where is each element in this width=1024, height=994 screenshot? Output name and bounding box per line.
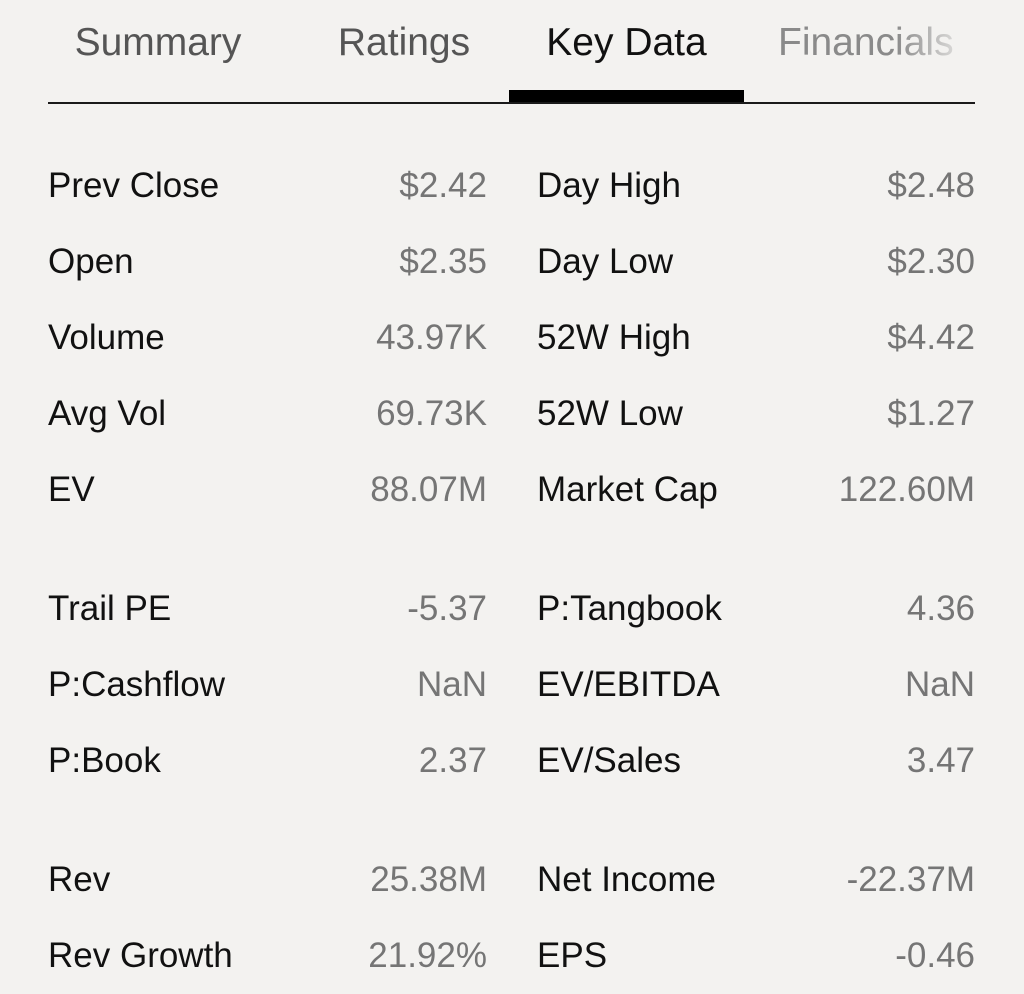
metric-label: EV/EBITDA <box>537 665 720 704</box>
metric-value: $4.42 <box>887 318 975 357</box>
metric-label: Open <box>48 242 134 281</box>
metric-ev: EV 88.07M <box>48 452 487 528</box>
metric-prev-close: Prev Close $2.42 <box>48 148 487 224</box>
metric-value: 69.73K <box>376 394 487 433</box>
metric-value: $1.27 <box>887 394 975 433</box>
key-data-metrics: Prev Close $2.42 Day High $2.48 Open $2.… <box>48 148 975 994</box>
metric-label: Day High <box>537 166 681 205</box>
metric-value: $2.30 <box>887 242 975 281</box>
metric-value: NaN <box>416 665 487 704</box>
metric-label: Volume <box>48 318 165 357</box>
metric-p-tangbook: P:Tangbook 4.36 <box>537 571 975 647</box>
metric-label: Rev Growth <box>48 936 233 975</box>
metric-label: 52W Low <box>537 394 683 433</box>
metric-group-price: Prev Close $2.42 Day High $2.48 Open $2.… <box>48 148 975 528</box>
metric-label: Avg Vol <box>48 394 167 433</box>
active-tab-indicator <box>509 90 744 102</box>
tab-ratings[interactable]: Ratings <box>337 21 471 64</box>
metric-label: Trail PE <box>48 589 172 628</box>
metric-label: Rev <box>48 860 111 899</box>
metric-value: 2.37 <box>418 741 487 780</box>
metric-volume: Volume 43.97K <box>48 300 487 376</box>
metric-label: EV <box>48 470 95 509</box>
metric-value: NaN <box>904 665 975 704</box>
metric-value: $2.48 <box>887 166 975 205</box>
metric-label: P:Tangbook <box>537 589 722 628</box>
metric-day-high: Day High $2.48 <box>537 148 975 224</box>
tab-bar: Summary Ratings Key Data Financials <box>48 0 975 104</box>
metric-value: 43.97K <box>376 318 487 357</box>
metric-52w-low: 52W Low $1.27 <box>537 376 975 452</box>
metric-net-income: Net Income -22.37M <box>537 842 975 918</box>
metric-label: Prev Close <box>48 166 220 205</box>
metric-p-cashflow: P:Cashflow NaN <box>48 647 487 723</box>
metric-ev-ebitda: EV/EBITDA NaN <box>537 647 975 723</box>
metric-value: 25.38M <box>370 860 487 899</box>
tab-key-data[interactable]: Key Data <box>546 21 707 64</box>
metric-value: $2.42 <box>399 166 487 205</box>
metric-avg-vol: Avg Vol 69.73K <box>48 376 487 452</box>
metric-open: Open $2.35 <box>48 224 487 300</box>
metric-group-financials: Rev 25.38M Net Income -22.37M Rev Growth… <box>48 842 975 994</box>
metric-value: 88.07M <box>370 470 487 509</box>
metric-ev-sales: EV/Sales 3.47 <box>537 723 975 799</box>
metric-value: $2.35 <box>399 242 487 281</box>
metric-eps: EPS -0.46 <box>537 918 975 994</box>
metric-value: 3.47 <box>906 741 975 780</box>
metric-rev: Rev 25.38M <box>48 842 487 918</box>
metric-label: EV/Sales <box>537 741 681 780</box>
metric-52w-high: 52W High $4.42 <box>537 300 975 376</box>
metric-value: -0.46 <box>895 936 975 975</box>
metric-rev-growth: Rev Growth 21.92% <box>48 918 487 994</box>
metric-label: EPS <box>537 936 608 975</box>
metric-group-valuation: Trail PE -5.37 P:Tangbook 4.36 P:Cashflo… <box>48 571 975 799</box>
metric-p-book: P:Book 2.37 <box>48 723 487 799</box>
metric-value: 21.92% <box>368 936 487 975</box>
metric-label: Market Cap <box>537 470 718 509</box>
metric-day-low: Day Low $2.30 <box>537 224 975 300</box>
metric-value: 122.60M <box>838 470 975 509</box>
metric-trail-pe: Trail PE -5.37 <box>48 571 487 647</box>
metric-label: Net Income <box>537 860 716 899</box>
metric-label: P:Book <box>48 741 161 780</box>
metric-value: -22.37M <box>846 860 975 899</box>
metric-value: -5.37 <box>407 589 487 628</box>
metric-label: 52W High <box>537 318 691 357</box>
metric-value: 4.36 <box>906 589 975 628</box>
tab-financials[interactable]: Financials <box>778 21 954 64</box>
metric-label: P:Cashflow <box>48 665 226 704</box>
metric-label: Day Low <box>537 242 674 281</box>
tab-summary[interactable]: Summary <box>74 21 242 64</box>
metric-market-cap: Market Cap 122.60M <box>537 452 975 528</box>
